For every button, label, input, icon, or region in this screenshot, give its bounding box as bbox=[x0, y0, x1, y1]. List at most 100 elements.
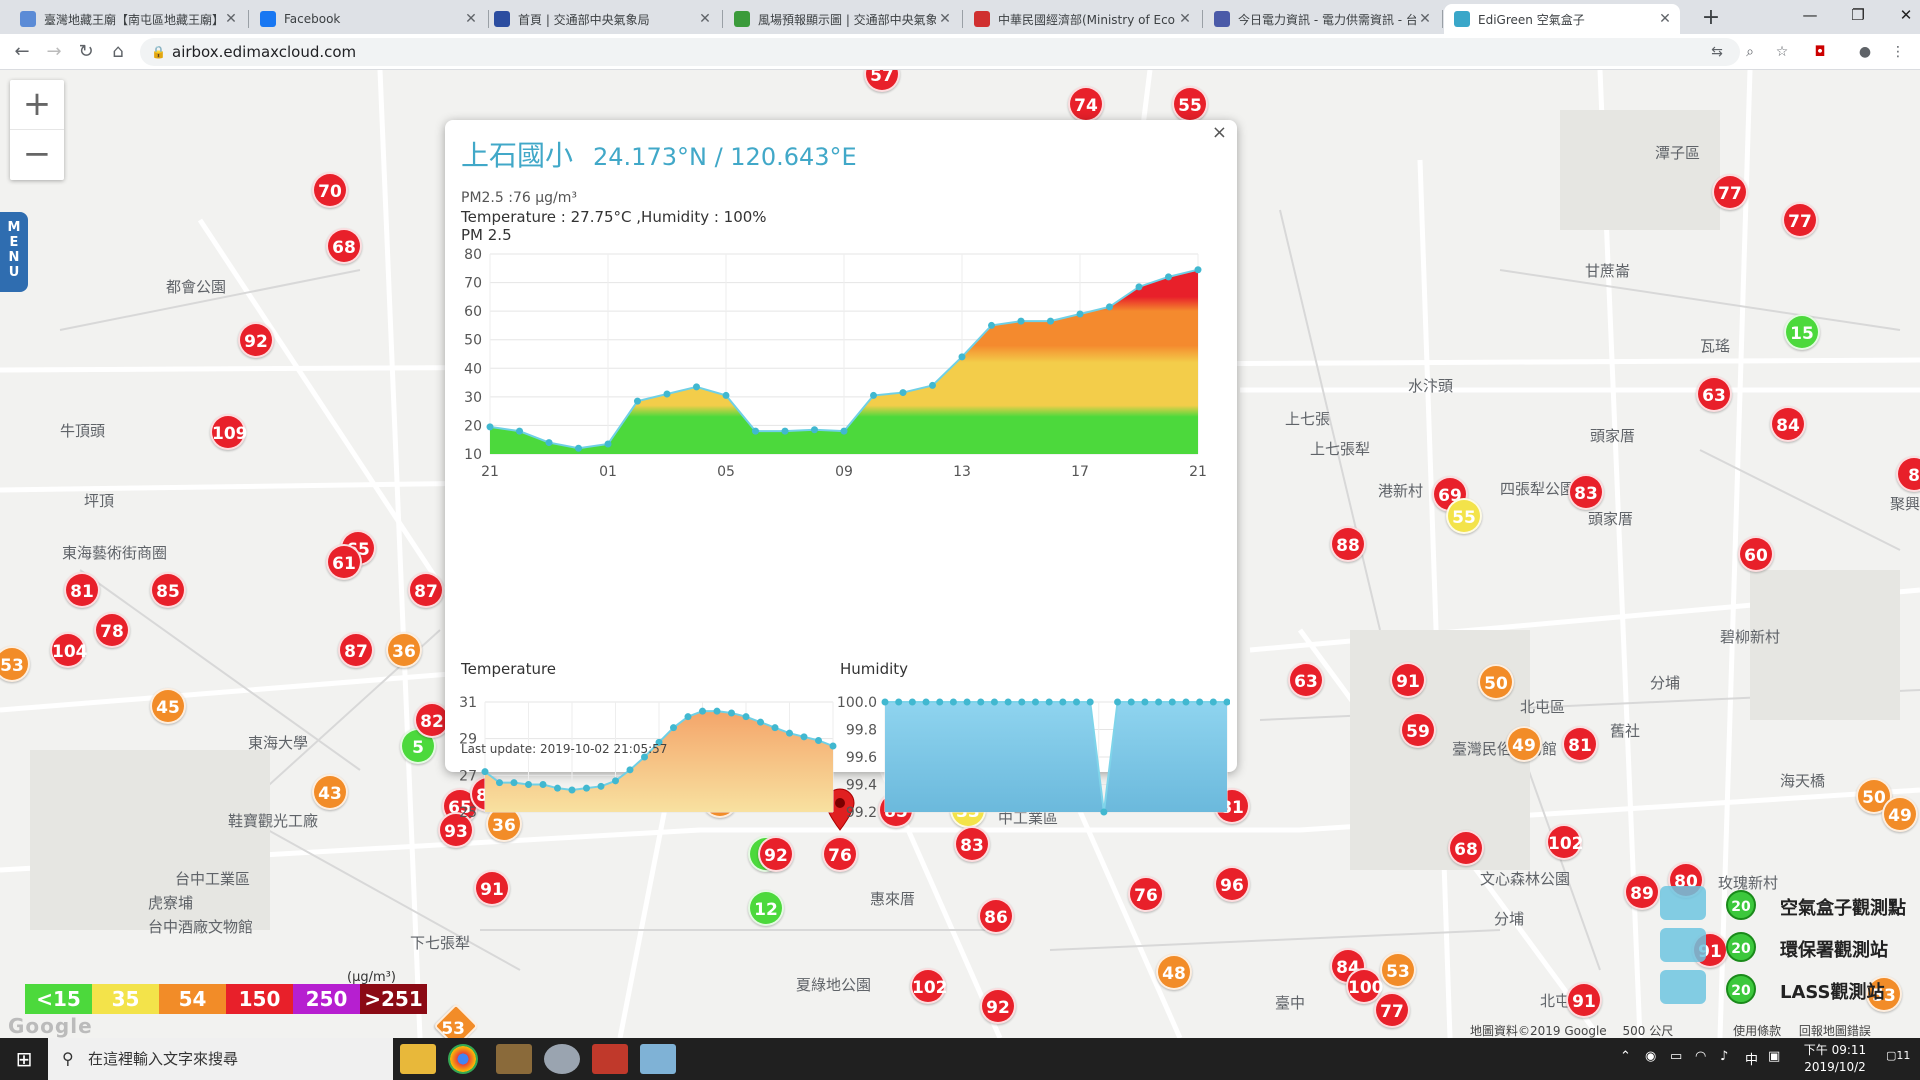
airbox-marker[interactable]: 43 bbox=[312, 774, 348, 810]
airbox-marker[interactable]: 70 bbox=[312, 172, 348, 208]
start-windows-icon[interactable]: ⊞ bbox=[15, 1047, 33, 1071]
chrome-icon[interactable] bbox=[448, 1044, 478, 1074]
report-error-link[interactable]: 回報地圖錯誤 bbox=[1798, 1024, 1871, 1038]
airbox-marker[interactable]: 77 bbox=[1712, 174, 1748, 210]
tab-close-icon[interactable]: ✕ bbox=[465, 11, 477, 27]
layer-badge[interactable]: 20 bbox=[1726, 890, 1756, 920]
airbox-marker[interactable]: 49 bbox=[1506, 726, 1542, 762]
airbox-marker[interactable]: 53 bbox=[1866, 976, 1902, 1012]
airbox-marker[interactable]: 87 bbox=[408, 572, 444, 608]
airbox-marker[interactable]: 87 bbox=[338, 632, 374, 668]
tray-icon-1[interactable]: ◉ bbox=[1645, 1049, 1657, 1064]
airbox-marker[interactable]: 93 bbox=[438, 812, 474, 848]
airbox-marker[interactable]: 89 bbox=[1624, 874, 1660, 910]
airbox-marker[interactable]: 91 bbox=[474, 870, 510, 906]
airbox-marker[interactable]: 15 bbox=[1784, 314, 1820, 350]
layer-label[interactable]: 環保署觀測站 bbox=[1780, 940, 1888, 961]
layer-label[interactable]: LASS觀測站 bbox=[1780, 982, 1885, 1003]
map-canvas[interactable]: 牛頂頭 坪頂 都會公園 東海藝術街商圈 東海大學 台中工業區 虎寮埔 台中酒廠文物館 下七張犁 惠… bbox=[0, 70, 1920, 1038]
airbox-marker[interactable]: 84 bbox=[1770, 406, 1806, 442]
home-icon[interactable]: ⌂ bbox=[112, 41, 124, 62]
layer-badge[interactable]: 20 bbox=[1726, 932, 1756, 962]
airbox-marker[interactable]: 82 bbox=[414, 702, 450, 738]
zoom-icon[interactable]: ⌕ bbox=[1746, 44, 1754, 60]
layer-badge[interactable]: 20 bbox=[1726, 974, 1756, 1004]
account-icon[interactable]: ● bbox=[1858, 44, 1872, 60]
airbox-marker[interactable]: 53 bbox=[0, 646, 30, 682]
notification-icon[interactable]: ▢11 bbox=[1886, 1049, 1911, 1062]
tab-close-icon[interactable]: ✕ bbox=[939, 11, 951, 27]
airbox-marker[interactable]: 92 bbox=[758, 836, 794, 872]
airbox-marker[interactable]: 102 bbox=[910, 968, 948, 1004]
more-menu-icon[interactable]: ⋮ bbox=[1891, 44, 1905, 60]
ime-indicator[interactable]: 中 bbox=[1745, 1053, 1759, 1068]
back-icon[interactable]: ← bbox=[14, 41, 30, 62]
reload-icon[interactable]: ↻ bbox=[78, 41, 94, 62]
tab-7[interactable]: EdiGreen 空氣盒子 ✕ bbox=[1444, 4, 1680, 34]
bookmark-star-icon[interactable]: ☆ bbox=[1775, 44, 1789, 60]
airbox-layer-icon[interactable] bbox=[1660, 886, 1706, 920]
app-icon-1[interactable] bbox=[496, 1044, 532, 1074]
tab-close-icon[interactable]: ✕ bbox=[225, 11, 237, 27]
airbox-marker[interactable]: 81 bbox=[1562, 726, 1598, 762]
tab-1[interactable]: 臺灣地藏王廟【南屯區地藏王廟】 ✕ bbox=[10, 4, 246, 34]
airbox-marker[interactable]: 74 bbox=[1068, 86, 1104, 122]
forward-icon[interactable]: → bbox=[46, 41, 62, 62]
airbox-marker[interactable]: 36 bbox=[386, 632, 422, 668]
tab-3[interactable]: 首頁 | 交通部中央氣象局 ✕ bbox=[484, 4, 720, 34]
airbox-marker[interactable]: 81 bbox=[64, 572, 100, 608]
airbox-marker[interactable]: 50 bbox=[1478, 664, 1514, 700]
app-icon-4[interactable] bbox=[640, 1044, 676, 1074]
tab-5[interactable]: 中華民國經濟部(Ministry of Econ ✕ bbox=[964, 4, 1200, 34]
extension-icon[interactable]: ◘ bbox=[1814, 44, 1826, 60]
airbox-marker[interactable]: 59 bbox=[1400, 712, 1436, 748]
tab-2[interactable]: Facebook ✕ bbox=[250, 4, 486, 34]
tab-6[interactable]: 今日電力資訊 - 電力供需資訊 - 台 ✕ bbox=[1204, 4, 1440, 34]
airbox-marker[interactable]: 92 bbox=[238, 322, 274, 358]
volume-icon[interactable]: ♪ bbox=[1720, 1049, 1729, 1064]
terms-link[interactable]: 使用條款 bbox=[1733, 1024, 1782, 1038]
address-bar[interactable]: 🔒 airbox.edimaxcloud.com bbox=[140, 38, 1740, 66]
close-popup-button[interactable]: × bbox=[1211, 122, 1227, 143]
airbox-marker[interactable]: 77 bbox=[1374, 992, 1410, 1028]
airbox-marker[interactable]: 61 bbox=[326, 544, 362, 580]
tab-4[interactable]: 風場預報顯示圖 | 交通部中央氣象 ✕ bbox=[724, 4, 960, 34]
airbox-marker[interactable]: 88 bbox=[1330, 526, 1366, 562]
app-icon-2[interactable] bbox=[544, 1044, 580, 1074]
tray-chevron-icon[interactable]: ⌃ bbox=[1620, 1049, 1631, 1064]
battery-icon[interactable]: ▭ bbox=[1670, 1049, 1683, 1064]
airbox-marker[interactable]: 48 bbox=[1156, 954, 1192, 990]
tab-close-icon[interactable]: ✕ bbox=[1179, 11, 1191, 27]
airbox-marker[interactable]: 60 bbox=[1738, 536, 1774, 572]
airbox-marker[interactable]: 49 bbox=[1882, 796, 1918, 832]
airbox-marker[interactable]: 63 bbox=[1696, 376, 1732, 412]
airbox-marker[interactable]: 85 bbox=[150, 572, 186, 608]
airbox-marker[interactable]: 100 bbox=[1346, 968, 1384, 1004]
airbox-marker[interactable]: 102 bbox=[1546, 824, 1584, 860]
airbox-marker[interactable]: 83 bbox=[1568, 474, 1604, 510]
airbox-marker[interactable]: 45 bbox=[150, 688, 186, 724]
airbox-marker[interactable]: 76 bbox=[1128, 876, 1164, 912]
airbox-marker[interactable]: 78 bbox=[94, 612, 130, 648]
window-restore-button[interactable]: ❐ bbox=[1851, 6, 1865, 24]
airbox-marker[interactable]: 83 bbox=[954, 826, 990, 862]
epa-layer-icon[interactable] bbox=[1660, 928, 1706, 962]
tab-close-icon[interactable]: ✕ bbox=[1659, 11, 1671, 27]
file-explorer-icon[interactable] bbox=[400, 1044, 436, 1074]
layer-label[interactable]: 空氣盒子觀測點 bbox=[1780, 898, 1906, 919]
zoom-in-button[interactable]: + bbox=[10, 80, 64, 130]
airbox-marker[interactable]: 86 bbox=[978, 898, 1014, 934]
airbox-marker[interactable]: 57 bbox=[864, 70, 900, 92]
window-minimize-button[interactable]: — bbox=[1802, 6, 1818, 24]
airbox-marker[interactable]: 68 bbox=[326, 228, 362, 264]
lass-layer-icon[interactable] bbox=[1660, 970, 1706, 1004]
airbox-marker[interactable]: 92 bbox=[980, 988, 1016, 1024]
airbox-marker[interactable]: 55 bbox=[1446, 498, 1482, 534]
zoom-out-button[interactable]: − bbox=[22, 134, 52, 174]
network-icon[interactable]: ◠ bbox=[1695, 1049, 1707, 1064]
app-icon-3[interactable] bbox=[592, 1044, 628, 1074]
airbox-marker[interactable]: 76 bbox=[822, 836, 858, 872]
airbox-marker[interactable]: 68 bbox=[1448, 830, 1484, 866]
clock[interactable]: 下午 09:11 2019/10/2 bbox=[1795, 1042, 1875, 1076]
